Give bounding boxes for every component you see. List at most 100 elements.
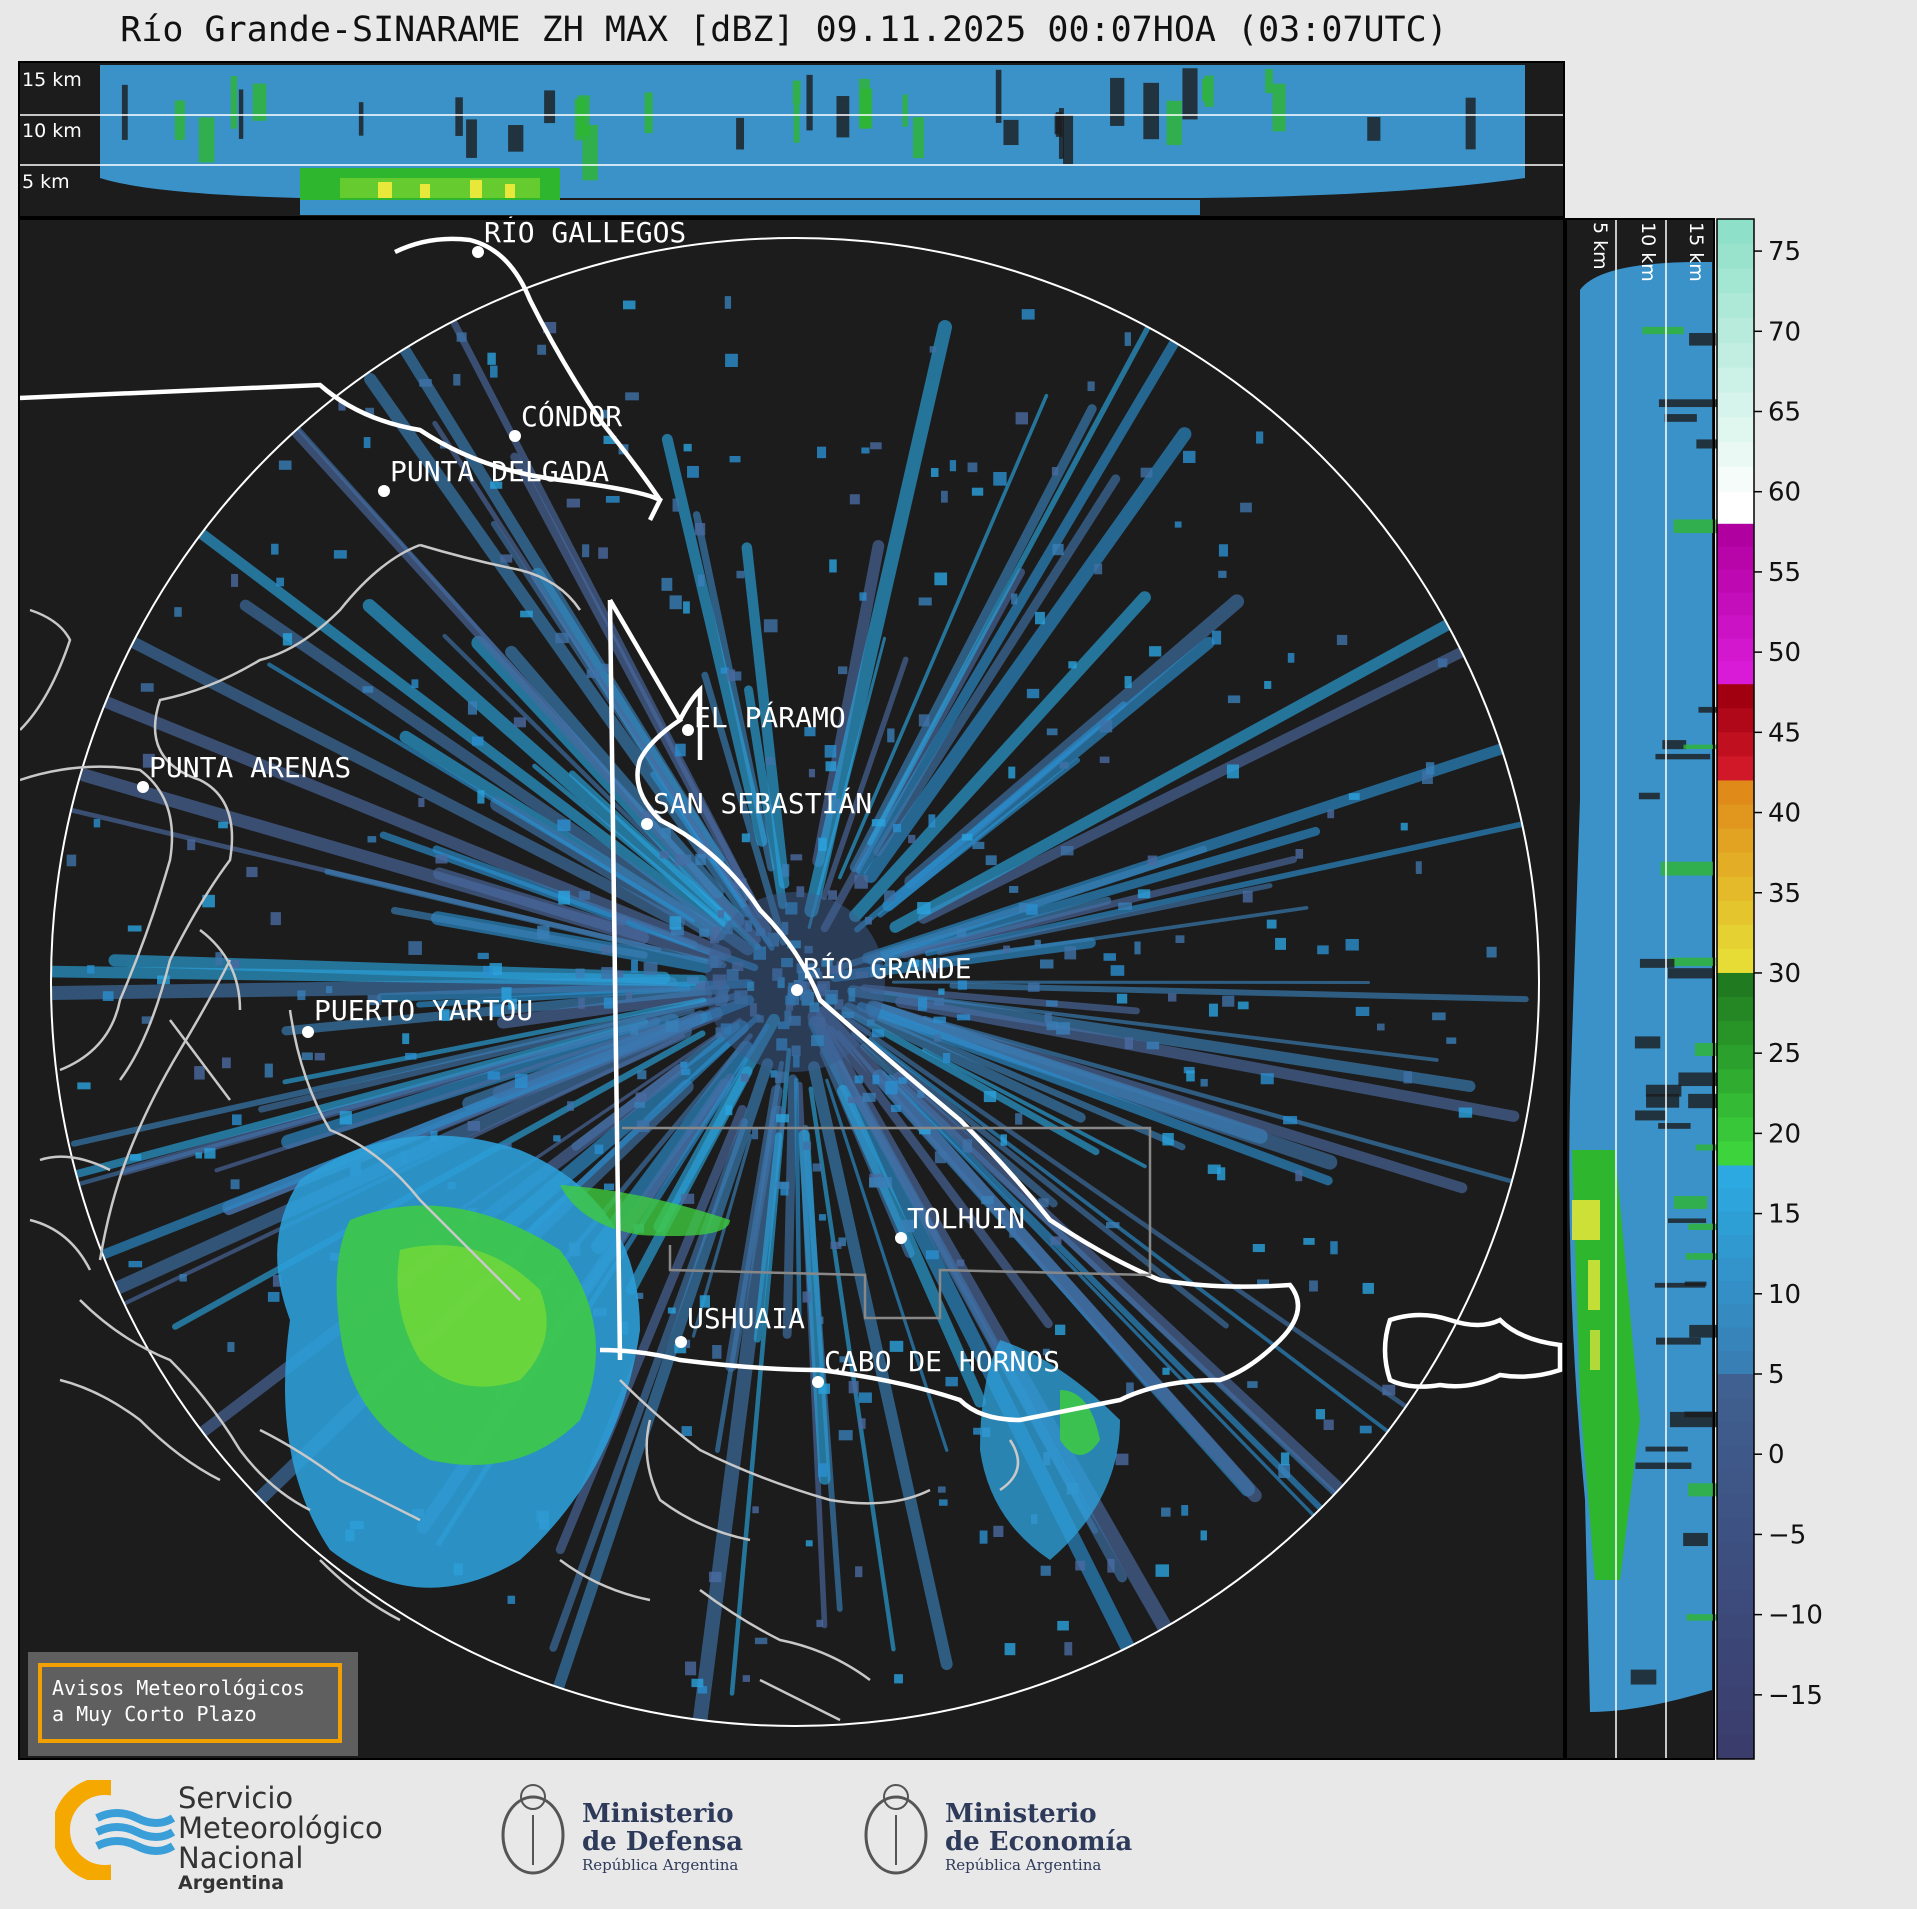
radar-ray — [856, 339, 1179, 876]
radar-speck — [661, 827, 671, 838]
radar-speck — [869, 1177, 881, 1188]
radar-speck — [402, 1033, 410, 1045]
radar-speck — [1218, 570, 1227, 578]
side-label-10km: 10 km — [1637, 222, 1659, 282]
city-label-ushuaia: USHUAIA — [687, 1302, 805, 1335]
side-panel-streak — [1660, 861, 1713, 876]
radar-speck — [1000, 1134, 1007, 1146]
radar-speck — [752, 1506, 759, 1514]
radar-speck — [471, 736, 484, 746]
defensa-line-1: Ministerio — [582, 1799, 734, 1829]
radar-speck — [972, 841, 985, 850]
notice-line-2: a Muy Corto Plazo — [52, 1702, 257, 1726]
radar-speck — [278, 460, 292, 470]
radar-speck — [456, 332, 467, 342]
radar-speck — [872, 1074, 880, 1085]
radar-speck — [816, 1316, 824, 1324]
side-panel-streak — [1683, 744, 1719, 749]
ministerio-economia-logo: Ministerio de Economía República Argenti… — [864, 1784, 1132, 1875]
radar-speck — [1087, 381, 1095, 392]
coastlines — [19, 543, 1020, 1722]
radar-speck — [726, 669, 736, 682]
radar-ray — [867, 1011, 1186, 1151]
radar-speck — [586, 669, 600, 678]
radar-speck — [983, 1091, 997, 1103]
radar-speck — [276, 577, 285, 587]
top-panel-streak — [508, 125, 524, 152]
radar-ray — [239, 599, 754, 956]
side-panel-streak — [1685, 1253, 1739, 1260]
radar-ray — [882, 1071, 1381, 1585]
island-outline — [19, 236, 1563, 1423]
radar-speck — [194, 1066, 205, 1080]
radar-speck — [805, 1540, 813, 1547]
radar-ray — [918, 625, 1510, 924]
radar-speck — [1009, 886, 1019, 893]
radar-speck — [818, 1214, 826, 1221]
radar-ray — [505, 645, 724, 899]
radar-speck — [231, 573, 239, 587]
radar-speck — [625, 392, 639, 401]
radar-ray — [865, 1000, 1268, 1144]
radar-speck — [1046, 1021, 1058, 1031]
radar-speck — [884, 954, 892, 967]
radar-speck — [594, 1144, 604, 1155]
colorbar-band — [1717, 828, 1754, 854]
smn-line-3: Nacional — [178, 1841, 304, 1875]
top-panel-streak — [1143, 82, 1160, 140]
radar-ray — [725, 1084, 783, 1372]
colorbar-band — [1717, 1542, 1754, 1567]
radar-speck — [1055, 1324, 1066, 1336]
radar-speck — [697, 1686, 708, 1694]
colorbar-band — [1717, 417, 1754, 443]
radar-speck — [691, 1678, 704, 1688]
notice-line-1: Avisos Meteorológicos — [52, 1676, 305, 1700]
radar-speck — [956, 1259, 965, 1267]
radar-speck — [411, 679, 419, 689]
radar-speck — [683, 601, 690, 614]
radar-speck — [598, 547, 608, 559]
colorbar-band — [1717, 1494, 1754, 1519]
radar-speck — [681, 1426, 692, 1437]
radar-speck — [1116, 993, 1128, 1004]
radar-speck — [326, 986, 333, 994]
colorbar-band — [1717, 708, 1754, 733]
radar-speck — [862, 1092, 876, 1102]
radar-speck — [1021, 309, 1035, 320]
radar-speck — [961, 833, 973, 841]
colorbar-band — [1717, 592, 1754, 616]
colorbar-band — [1717, 900, 1754, 926]
colorbar-band — [1717, 569, 1754, 594]
colorbar-band — [1717, 1470, 1754, 1495]
radar-speck — [697, 574, 705, 587]
radar-speck — [934, 572, 948, 586]
colorbar-band — [1717, 1686, 1754, 1712]
top-panel-streak — [174, 100, 185, 140]
radar-ray — [798, 1129, 831, 1485]
colorbar-band — [1717, 1045, 1754, 1070]
radar-speck — [847, 1096, 860, 1104]
radar-speck — [918, 714, 930, 727]
city-dot-ushuaia — [675, 1336, 687, 1348]
radar-speck — [246, 866, 258, 878]
city-dot-tolhuin — [895, 1232, 907, 1244]
radar-speck — [1227, 695, 1241, 704]
radar-speck — [297, 990, 306, 1001]
radar-speck — [142, 753, 155, 768]
radar-speck — [1167, 993, 1177, 1002]
radar-speck — [613, 915, 627, 926]
radar-speck — [641, 810, 656, 820]
radar-speck — [1242, 890, 1253, 903]
notice-box[interactable]: Avisos Meteorológicos a Muy Corto Plazo — [38, 1663, 342, 1743]
radar-speck — [917, 1089, 925, 1098]
radar-speck — [669, 595, 682, 610]
side-panel-streak — [1638, 792, 1660, 800]
radar-speck — [338, 400, 346, 411]
radar-speck — [477, 790, 485, 804]
radar-ray — [901, 856, 1297, 959]
radar-speck — [1280, 1452, 1290, 1466]
radar-speck — [1208, 1003, 1218, 1017]
radar-speck — [1149, 646, 1162, 657]
radar-ray — [78, 768, 650, 945]
colorbar-band — [1717, 1069, 1754, 1094]
